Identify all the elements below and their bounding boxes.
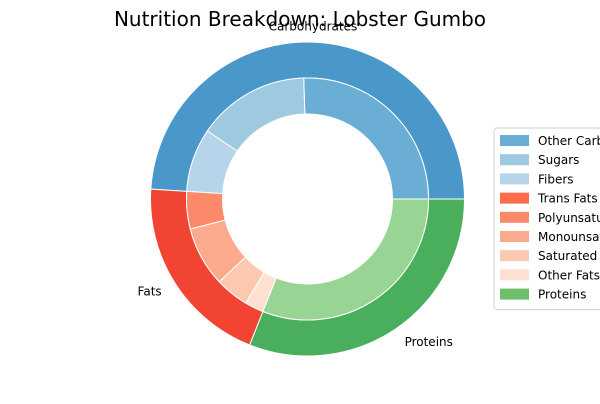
legend-swatch-monounsaturated-fats: [500, 231, 529, 242]
legend-swatch-saturated-fats: [500, 250, 529, 262]
inner-ring: [186, 77, 430, 321]
legend-label-trans-fats: Trans Fats: [537, 192, 598, 206]
legend-label-other-carbs: Other Carbs: [538, 134, 600, 148]
legend-swatch-trans-fats: [500, 192, 529, 204]
legend-label-monounsaturated-fats: Monounsaturated Fats: [538, 230, 600, 244]
legend-label-polyunsaturated-fats: Polyunsaturated Fats: [538, 211, 600, 225]
legend-swatch-fibers: [500, 173, 529, 185]
legend-swatch-polyunsaturated-fats: [500, 211, 529, 223]
outer-label-fats: Fats: [138, 285, 162, 299]
legend-label-saturated-fats: Saturated Fats: [538, 249, 600, 263]
chart-title: Nutrition Breakdown: Lobster Gumbo: [114, 7, 486, 31]
inner-slice-proteins: [262, 198, 430, 321]
legend-swatch-proteins: [500, 288, 529, 300]
legend-swatch-other-fats: [500, 269, 529, 281]
legend: Other Carbs Sugars Fibers Trans Fats Polyuns…: [493, 127, 600, 311]
outer-label-carbohydrates: Carbohydrates: [269, 19, 358, 33]
legend-swatch-other-carbs: [500, 135, 529, 146]
legend-label-sugars: Sugars: [538, 153, 579, 167]
legend-swatch-sugars: [500, 154, 529, 166]
legend-label-proteins: Proteins: [538, 288, 586, 302]
outer-label-proteins: Proteins: [405, 335, 453, 349]
legend-label-fibers: Fibers: [538, 172, 574, 186]
legend-label-other-fats: Other Fats: [538, 268, 600, 282]
outer-ring-labels: Carbohydrates Fats Proteins: [138, 19, 453, 348]
